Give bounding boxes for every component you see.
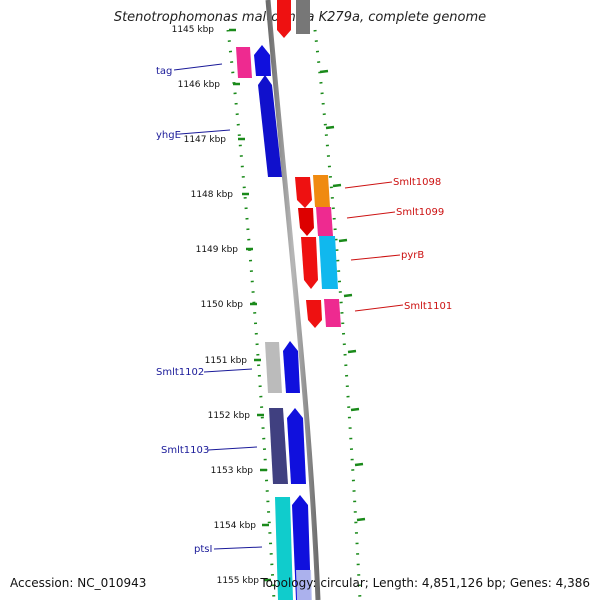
tick-label: 1146 kbp — [178, 80, 221, 90]
outer-ticks — [319, 69, 366, 522]
tick-label: 1154 kbp — [214, 521, 257, 531]
gene-Smlt1102 — [265, 342, 282, 393]
tick-label: 1147 kbp — [184, 135, 227, 145]
inner-ticks — [229, 28, 271, 582]
gene-tag — [236, 47, 252, 78]
gene-label-tag: tag — [156, 66, 172, 77]
genome-summary: Topology: circular; Length: 4,851,126 bp… — [260, 576, 590, 590]
gene-arrow-blue — [254, 45, 271, 76]
gene-label-Smlt1101: Smlt1101 — [404, 301, 452, 312]
gene-arrow-gray — [296, 0, 310, 34]
tick-label: 1152 kbp — [208, 411, 251, 421]
tick-label: 1155 kbp — [217, 576, 260, 586]
gene-label-ptsI: ptsI — [194, 544, 212, 555]
gene-arrow-blue — [287, 408, 306, 484]
gene-label-Smlt1103: Smlt1103 — [161, 445, 209, 456]
gene-arrow-pale — [296, 570, 312, 600]
backbone — [265, 0, 321, 600]
gene-label-pyrB: pyrB — [401, 250, 424, 261]
gene-arrow-red — [277, 0, 291, 38]
gene-Smlt1098 — [313, 175, 330, 207]
tick-label: 1150 kbp — [201, 300, 244, 310]
accession-label: Accession: NC_010943 — [10, 576, 147, 590]
gene-arrow-red — [298, 208, 314, 236]
gene-label-Smlt1102: Smlt1102 — [156, 367, 204, 378]
tick-label: 1145 kbp — [172, 25, 215, 35]
tick-label: 1151 kbp — [205, 356, 248, 366]
tick-label: 1149 kbp — [196, 245, 239, 255]
gene-ptsI — [275, 497, 293, 600]
gene-label-Smlt1098: Smlt1098 — [393, 177, 441, 188]
gene-arrow-red — [301, 237, 318, 289]
gene-arrow-red — [306, 300, 322, 328]
tick-label: 1153 kbp — [211, 466, 254, 476]
gene-label-yhgE: yhgE — [156, 130, 181, 141]
tick-label: 1148 kbp — [191, 190, 234, 200]
gene-yhgE — [258, 75, 282, 177]
gene-arrow-blue — [283, 341, 300, 393]
gene-Smlt1101 — [324, 299, 341, 327]
gene-pyrB — [319, 236, 338, 289]
gene-arrow-red — [295, 177, 312, 208]
gene-Smlt1103 — [269, 408, 288, 484]
gene-Smlt1099 — [316, 207, 333, 236]
gene-label-Smlt1099: Smlt1099 — [396, 207, 444, 218]
